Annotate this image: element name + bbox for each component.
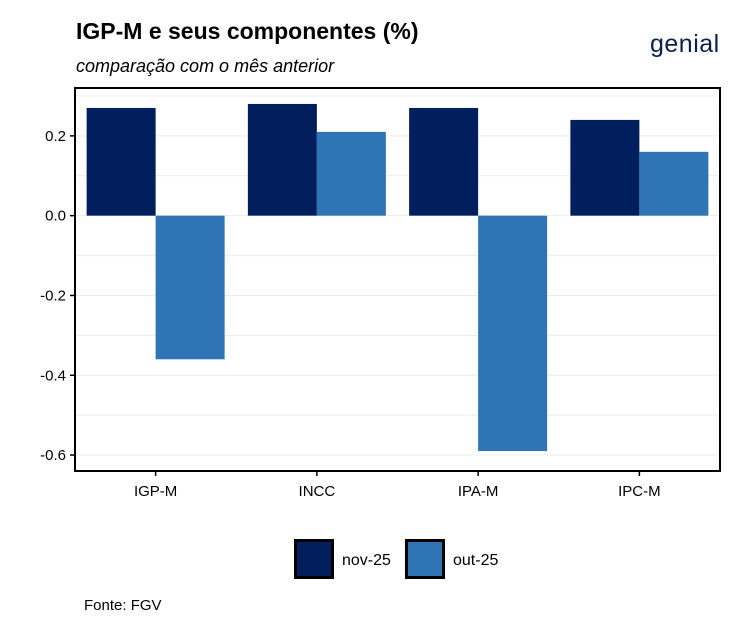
legend-label-nov-25: nov-25 (342, 552, 391, 569)
y-axis: 0.2 0.0 -0.2 -0.4 -0.6 (40, 128, 75, 464)
x-axis: IGP-M INCC IPA-M IPC-M (134, 471, 661, 500)
bars (86, 103, 709, 452)
y-tick-label: 0.2 (45, 128, 66, 145)
bar-out-25-ipa-m (478, 215, 548, 452)
y-tick-label: 0.0 (45, 208, 66, 225)
bar-out-25-igp-m (155, 215, 225, 360)
legend-swatch-out-25 (405, 539, 445, 579)
bar-out-25-incc (316, 131, 386, 216)
plot-frame (74, 87, 721, 472)
chart-title: IGP-M e seus componentes (%) (76, 18, 419, 44)
y-tick-label: -0.2 (40, 287, 66, 304)
legend: nov-25 out-25 (294, 539, 498, 579)
y-tick-label: -0.6 (40, 447, 66, 464)
x-tick-label: IGP-M (134, 483, 177, 500)
legend-label-out-25: out-25 (453, 552, 498, 569)
x-tick-label: IPC-M (618, 483, 661, 500)
bar-nov-25-incc (247, 103, 317, 216)
source-note: Fonte: FGV (84, 597, 162, 614)
genial-logo: genial (650, 30, 720, 58)
legend-swatch-nov-25 (294, 539, 334, 579)
bar-nov-25-igp-m (86, 107, 156, 216)
bar-nov-25-ipc-m (570, 119, 640, 216)
bar-nov-25-ipa-m (409, 107, 479, 216)
bar-out-25-ipc-m (639, 151, 709, 216)
y-tick-label: -0.4 (40, 367, 66, 384)
x-tick-label: INCC (299, 483, 336, 500)
chart-subtitle: comparação com o mês anterior (76, 56, 335, 76)
x-tick-label: IPA-M (458, 483, 499, 500)
